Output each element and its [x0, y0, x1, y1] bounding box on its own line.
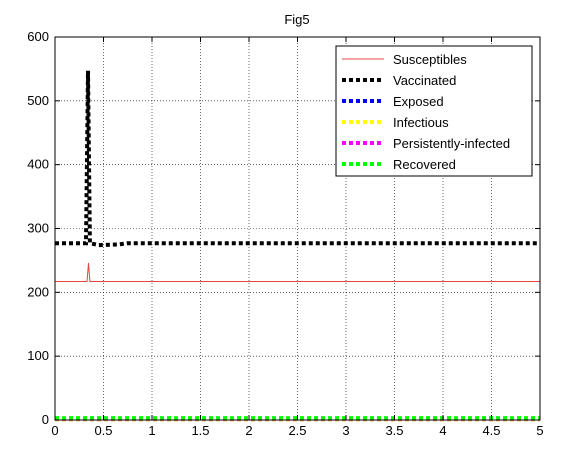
axis-ticks: 0 0.5 1 1.5 2 2.5 3 3.5 4 4.5 5 0 100 200 300 400 500 600 [27, 29, 543, 438]
y-tick-label: 400 [27, 157, 49, 172]
x-tick-label: 4.5 [482, 423, 500, 438]
y-tick-label: 0 [42, 412, 49, 427]
y-tick-label: 600 [27, 29, 49, 44]
x-tick-label: 5 [536, 423, 543, 438]
legend-label-recovered: Recovered [393, 157, 456, 172]
x-tick-label: 2.5 [288, 423, 306, 438]
legend-label-infectious: Infectious [393, 115, 449, 130]
legend-label-persistently-infected: Persistently-infected [393, 136, 510, 151]
legend-label-vaccinated: Vaccinated [393, 73, 456, 88]
legend: Susceptibles Vaccinated Exposed Infectious P… [335, 45, 533, 177]
legend-label-susceptibles: Susceptibles [393, 52, 467, 67]
y-tick-label: 100 [27, 348, 49, 363]
y-tick-label: 500 [27, 93, 49, 108]
x-tick-label: 2 [245, 423, 252, 438]
x-tick-label: 4 [439, 423, 446, 438]
series-lines [55, 70, 540, 422]
legend-box [335, 45, 533, 177]
x-tick-label: 3 [342, 423, 349, 438]
series-line-susceptibles [55, 262, 540, 282]
series-line-vaccinated [55, 70, 540, 248]
x-tick-label: 1.5 [191, 423, 209, 438]
x-tick-label: 0 [51, 423, 58, 438]
x-tick-label: 0.5 [94, 423, 112, 438]
y-tick-label: 300 [27, 221, 49, 236]
x-tick-label: 3.5 [385, 423, 403, 438]
legend-label-exposed: Exposed [393, 94, 444, 109]
chart-title: Fig5 [284, 12, 309, 27]
y-tick-label: 200 [27, 284, 49, 299]
x-tick-label: 1 [148, 423, 155, 438]
